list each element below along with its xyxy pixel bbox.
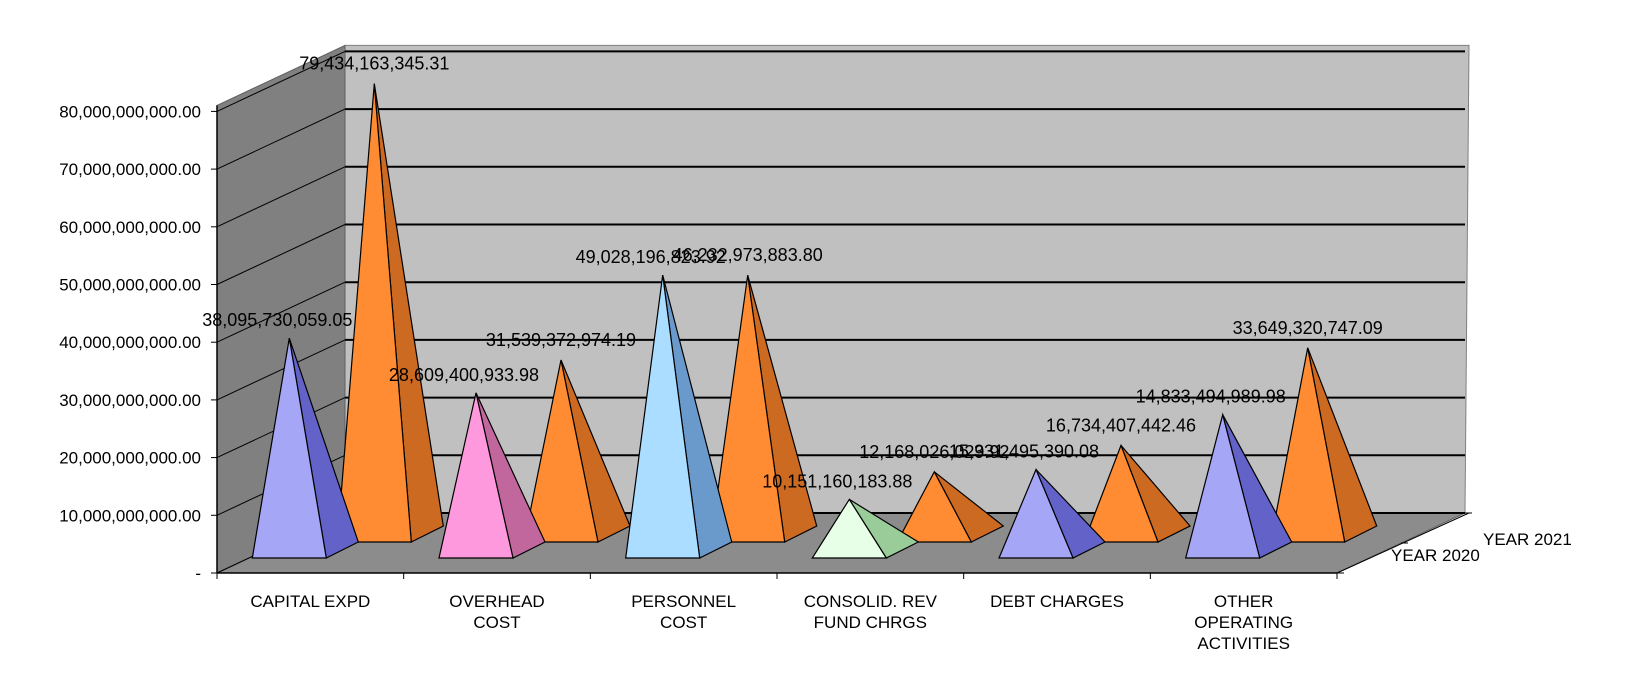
x-tick-label: DEBT CHARGES — [990, 592, 1124, 611]
pyramid-2020-front — [1184, 412, 1261, 559]
pyramid-2020-front — [438, 392, 514, 559]
y-tick-label: 10,000,000,000.00 — [59, 506, 201, 525]
x-tick-label: CAPITAL EXPD — [250, 592, 370, 611]
pyramid-2020 — [625, 274, 733, 559]
pyramid-2021 — [336, 83, 444, 543]
x-tick-label: PERSONNEL COST — [631, 592, 736, 632]
pyramid-2021-front — [523, 359, 599, 543]
x-tick-label: OVERHEAD COST — [449, 592, 544, 632]
pyramid-2021-front — [1269, 347, 1346, 543]
pyramid-2020 — [438, 392, 546, 559]
series-label: YEAR 2020 — [1391, 546, 1480, 565]
y-tick-label: 70,000,000,000.00 — [59, 160, 201, 179]
gridline-side — [216, 281, 346, 343]
data-label: 31,539,372,974.19 — [486, 330, 636, 350]
pyramid-2020 — [811, 498, 920, 559]
x-tick-label: CONSOLID. REV FUND CHRGS — [804, 592, 938, 632]
pyramid-2021 — [710, 275, 818, 543]
y-tick-label: 40,000,000,000.00 — [59, 333, 201, 352]
data-label: 49,028,196,823.92 — [576, 247, 726, 267]
pyramid-2020 — [251, 338, 360, 559]
data-label: 79,434,163,345.31 — [299, 54, 449, 74]
data-label: 16,734,407,442.46 — [1046, 415, 1196, 435]
data-label: 14,833,494,989.98 — [1136, 387, 1286, 407]
gridline-side — [216, 50, 346, 112]
data-label: 10,151,160,183.88 — [762, 471, 912, 491]
data-label: 46,232,973,883.80 — [673, 245, 823, 265]
pyramid-2021-front — [896, 470, 973, 543]
y-tick-label: 30,000,000,000.00 — [59, 391, 201, 410]
data-label: 15,331,495,390.08 — [949, 442, 1099, 462]
y-tick-label: - — [195, 564, 201, 583]
pyramid-2020-front — [998, 467, 1074, 559]
gridline-side — [216, 224, 346, 285]
y-tick-label: 60,000,000,000.00 — [59, 218, 201, 237]
gridline-side — [216, 339, 346, 401]
pyramid-2020 — [1184, 412, 1293, 559]
data-label: 33,649,320,747.09 — [1233, 318, 1383, 338]
data-label: 38,095,730,059.05 — [202, 310, 352, 330]
pyramid-2021 — [896, 470, 1005, 543]
x-tick-label: OTHER OPERATING ACTIVITIES — [1194, 592, 1293, 653]
pyramid-2021-front — [710, 275, 786, 543]
data-label: 12,168,026,029.92 — [859, 442, 1009, 462]
pyramid-2021-front — [1083, 443, 1159, 543]
pyramid-2021 — [1083, 443, 1191, 543]
data-label: 28,609,400,933.98 — [389, 365, 539, 385]
pyramid-2021-front — [336, 83, 412, 543]
gridline-side — [216, 108, 346, 170]
gridline-side — [216, 166, 346, 228]
y-tick-label: 80,000,000,000.00 — [59, 102, 201, 121]
pyramid-2021 — [1269, 347, 1378, 543]
y-tick-label: 50,000,000,000.00 — [59, 276, 201, 295]
pyramid-2020-front — [251, 338, 328, 559]
series-label: YEAR 2021 — [1483, 530, 1572, 549]
pyramid-2021 — [523, 359, 631, 543]
y-tick-label: 20,000,000,000.00 — [59, 449, 201, 468]
pyramid-2020-front — [811, 498, 888, 559]
pyramid-2020-front — [625, 275, 701, 559]
pyramid-2020 — [998, 467, 1106, 559]
